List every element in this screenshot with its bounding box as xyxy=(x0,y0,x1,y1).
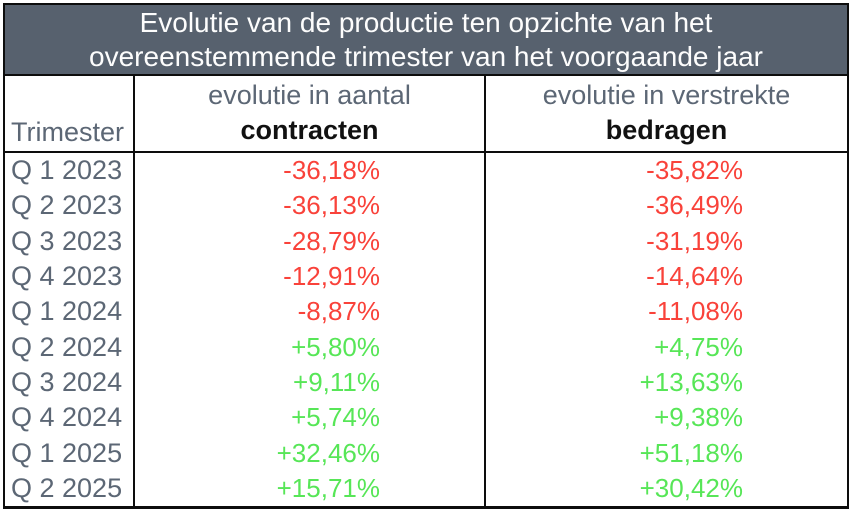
trimester-cell: Q 1 2024 xyxy=(5,294,135,330)
bedragen-cell: +30,42% xyxy=(639,472,743,503)
table-row: Q 2 2025 +15,71% +30,42% xyxy=(5,470,847,506)
trimester-cell: Q 2 2024 xyxy=(5,329,135,365)
contracten-cell: -12,91% xyxy=(135,258,486,295)
table-row: Q 1 2025 +32,46% +51,18% xyxy=(5,435,847,471)
contracten-cell: -36,13% xyxy=(135,188,486,224)
bedragen-cell: -35,82% xyxy=(646,155,743,186)
table-row: Q 4 2024 +5,74% +9,38% xyxy=(5,400,847,436)
column-header-contracten-line1: evolutie in aantal xyxy=(208,80,411,110)
bedragen-cell: +9,38% xyxy=(654,402,743,433)
column-header-trimester: Trimester xyxy=(5,76,135,151)
trimester-cell: Q 2 2025 xyxy=(5,470,135,506)
column-header-bedragen-line1: evolutie in verstrekte xyxy=(542,80,791,110)
table-title: Evolutie van de productie ten opzichte v… xyxy=(5,5,847,76)
contracten-cell: -36,18% xyxy=(135,153,486,189)
contracten-cell: +5,80% xyxy=(135,329,486,365)
contracten-cell: -8,87% xyxy=(135,294,486,330)
trimester-cell: Q 1 2025 xyxy=(5,435,135,471)
column-header-bedragen-line2: bedragen xyxy=(605,115,728,145)
table-title-line2: overeenstemmende trimester van het voorg… xyxy=(89,40,763,72)
contracten-cell: +32,46% xyxy=(135,435,486,471)
table-row: Q 2 2023 -36,13% -36,49% xyxy=(5,188,847,224)
bedragen-cell: +4,75% xyxy=(654,331,743,362)
trimester-cell: Q 3 2023 xyxy=(5,223,135,259)
bedragen-cell: +13,63% xyxy=(639,366,743,397)
column-header-contracten-line2: contracten xyxy=(240,115,379,145)
table-row: Q 2 2024 +5,80% +4,75% xyxy=(5,329,847,365)
table-title-line1: Evolutie van de productie ten opzichte v… xyxy=(139,6,713,38)
trimester-cell: Q 3 2024 xyxy=(5,364,135,401)
table-row: Q 3 2024 +9,11% +13,63% xyxy=(5,364,847,401)
trimester-cell: Q 4 2023 xyxy=(5,258,135,295)
bedragen-cell: -11,08% xyxy=(648,296,743,327)
table-body: Q 1 2023 -36,18% -35,82% Q 2 2023 -36,13… xyxy=(5,153,847,506)
contracten-cell: +9,11% xyxy=(135,364,486,401)
contracten-cell: +15,71% xyxy=(135,470,486,506)
table-row: Q 1 2023 -36,18% -35,82% xyxy=(5,153,847,189)
column-header-bedragen: evolutie in verstrekte bedragen xyxy=(486,76,847,151)
trimester-cell: Q 1 2023 xyxy=(5,153,135,189)
bedragen-cell: -14,64% xyxy=(646,261,743,292)
contracten-cell: +5,74% xyxy=(135,400,486,436)
trimester-cell: Q 4 2024 xyxy=(5,400,135,436)
bedragen-cell: +51,18% xyxy=(639,437,743,468)
table-row: Q 4 2023 -12,91% -14,64% xyxy=(5,258,847,295)
trimester-cell: Q 2 2023 xyxy=(5,188,135,224)
evolution-table: Evolutie van de productie ten opzichte v… xyxy=(3,3,849,509)
column-header-contracten: evolutie in aantal contracten xyxy=(135,76,486,151)
table-header-row: Trimester evolutie in aantal contracten … xyxy=(5,76,847,153)
table-row: Q 3 2023 -28,79% -31,19% xyxy=(5,223,847,259)
bedragen-cell: -36,49% xyxy=(646,190,743,221)
bedragen-cell: -31,19% xyxy=(646,225,743,256)
contracten-cell: -28,79% xyxy=(135,223,486,259)
table-row: Q 1 2024 -8,87% -11,08% xyxy=(5,294,847,330)
